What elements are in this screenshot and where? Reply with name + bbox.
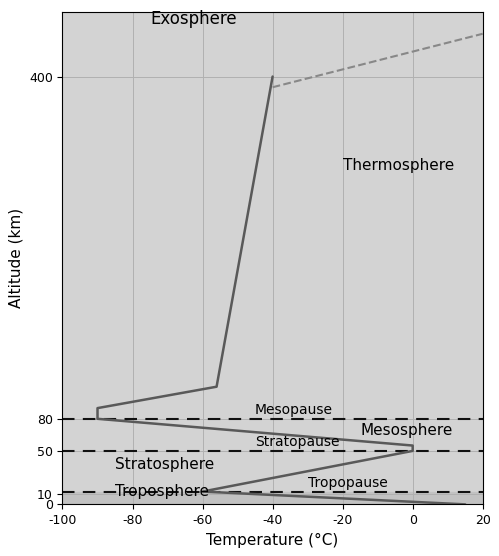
- Text: Tropopause: Tropopause: [307, 476, 387, 490]
- X-axis label: Temperature (°C): Temperature (°C): [207, 533, 339, 548]
- Text: Exosphere: Exosphere: [150, 11, 237, 28]
- Bar: [62, 492, 483, 504]
- Text: Mesosphere: Mesosphere: [360, 423, 453, 438]
- Text: Mesopause: Mesopause: [255, 403, 333, 416]
- Y-axis label: Altitude (km): Altitude (km): [8, 208, 23, 309]
- Text: Stratopause: Stratopause: [255, 435, 340, 449]
- Text: Thermosphere: Thermosphere: [343, 158, 454, 173]
- Text: Stratosphere: Stratosphere: [115, 457, 214, 472]
- Text: Troposphere: Troposphere: [115, 484, 209, 499]
